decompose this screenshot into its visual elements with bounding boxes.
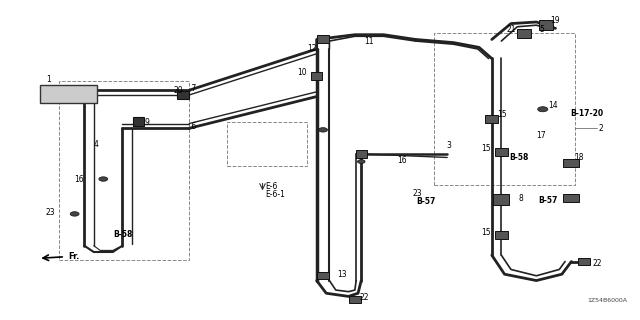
Text: B-17-20: B-17-20	[570, 108, 604, 117]
Text: 12: 12	[307, 44, 317, 53]
Text: B-58: B-58	[509, 153, 529, 162]
Text: 13: 13	[338, 270, 348, 279]
Text: 1: 1	[46, 75, 51, 84]
Text: B-57: B-57	[538, 196, 557, 205]
Bar	[485, 115, 498, 123]
Text: Fr.: Fr.	[68, 252, 79, 261]
Bar	[177, 91, 189, 99]
Bar	[317, 272, 329, 279]
Bar	[516, 29, 531, 37]
Bar	[40, 85, 97, 103]
Bar	[563, 159, 579, 167]
Text: 14: 14	[548, 101, 557, 110]
Text: 16: 16	[75, 174, 84, 184]
Bar	[495, 148, 508, 156]
Text: 22: 22	[359, 293, 369, 302]
Text: 5: 5	[540, 25, 545, 35]
Text: B-57: B-57	[417, 197, 436, 206]
Bar	[317, 36, 330, 44]
Text: 9: 9	[145, 118, 150, 127]
Bar	[132, 117, 144, 126]
Text: 15: 15	[497, 109, 506, 118]
Text: 8: 8	[518, 194, 524, 203]
Text: 21: 21	[506, 25, 516, 35]
Bar	[563, 194, 579, 202]
Text: E-6: E-6	[266, 182, 278, 191]
Text: 2: 2	[598, 124, 603, 133]
Text: 18: 18	[575, 153, 584, 162]
Text: 19: 19	[550, 16, 560, 25]
Text: 4: 4	[93, 140, 99, 148]
Text: 23: 23	[46, 208, 56, 217]
Text: 20: 20	[173, 86, 183, 95]
Text: 10: 10	[298, 68, 307, 77]
Text: 7: 7	[189, 84, 196, 93]
Circle shape	[319, 128, 328, 132]
Bar	[539, 20, 553, 30]
Text: 23: 23	[412, 189, 422, 198]
Text: 6: 6	[189, 122, 196, 131]
Bar	[311, 72, 323, 80]
Text: 17: 17	[536, 131, 546, 140]
Text: 15: 15	[481, 144, 490, 153]
Bar	[495, 231, 508, 238]
Text: 1Z54B6000A: 1Z54B6000A	[588, 298, 627, 303]
Circle shape	[357, 160, 365, 164]
Circle shape	[538, 107, 548, 112]
Bar	[355, 150, 367, 158]
Text: 11: 11	[364, 36, 374, 45]
Bar	[493, 194, 509, 205]
Text: 15: 15	[481, 228, 490, 237]
Text: 16: 16	[397, 156, 407, 164]
Bar	[579, 258, 590, 266]
Circle shape	[70, 212, 79, 216]
Bar	[349, 296, 360, 303]
Text: E-6-1: E-6-1	[266, 190, 285, 199]
Text: B-58: B-58	[113, 230, 132, 239]
Circle shape	[99, 177, 108, 181]
Text: 22: 22	[593, 259, 602, 268]
Text: 3: 3	[446, 141, 451, 150]
